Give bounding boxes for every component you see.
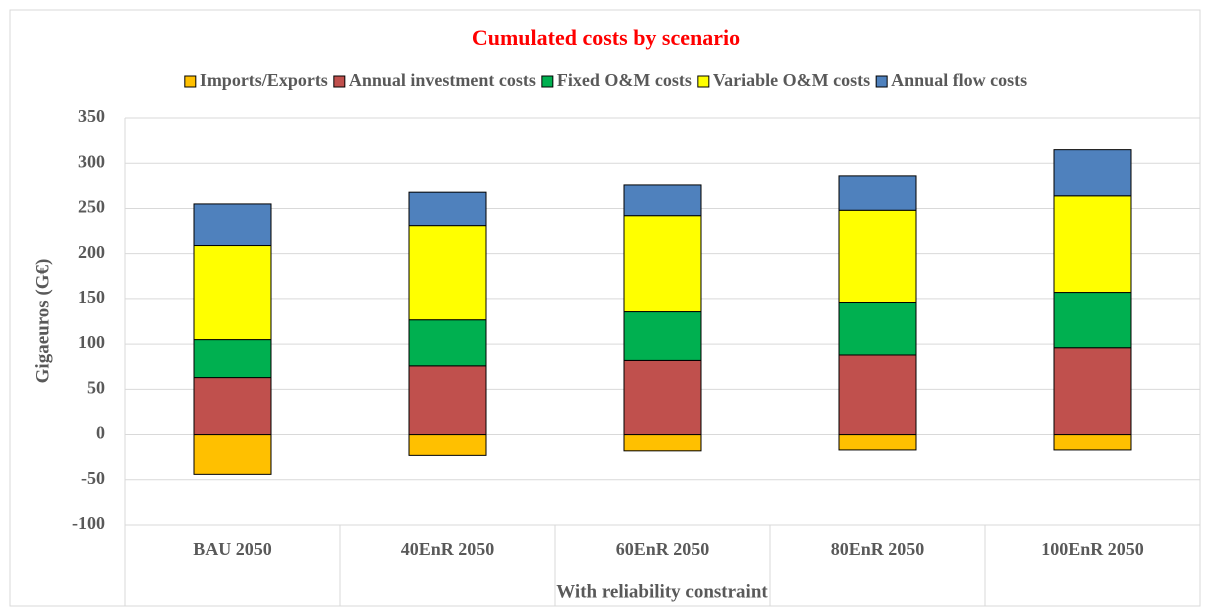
bar-segment [838, 302, 917, 356]
chart-frame [9, 9, 1201, 607]
x-tick-label: 100EnR 2050 [1041, 539, 1144, 559]
bar-segment [838, 434, 917, 451]
bar-segment [623, 359, 702, 436]
bar-segment [1053, 149, 1132, 197]
bar-segment [193, 434, 272, 475]
bar-segment [1053, 434, 1132, 451]
x-tick-label: BAU 2050 [193, 539, 272, 559]
legend-swatch [333, 75, 346, 88]
legend-swatch [875, 75, 888, 88]
y-tick-label: 150 [78, 287, 105, 307]
legend-label: Fixed O&M costs [557, 70, 692, 90]
y-tick-label: 50 [87, 377, 105, 397]
y-tick-label: 250 [78, 197, 105, 217]
legend-item: Variable O&M costs [697, 70, 870, 90]
bar-segment [193, 245, 272, 341]
bar-segment [193, 339, 272, 379]
legend-swatch [541, 75, 554, 88]
y-tick-label: 100 [78, 332, 105, 352]
legend-label: Variable O&M costs [713, 70, 870, 90]
bar-segment [408, 225, 487, 321]
bar-segment [193, 377, 272, 436]
y-tick-label: 350 [78, 106, 105, 126]
bar-segment [408, 191, 487, 227]
bar-segment [193, 203, 272, 247]
legend-item: Annual flow costs [875, 70, 1027, 90]
y-tick-label: -50 [81, 468, 105, 488]
y-tick-label: 0 [96, 423, 105, 443]
bar-segment [623, 215, 702, 313]
legend-label: Imports/Exports [200, 70, 328, 90]
bar-segment [623, 184, 702, 217]
y-tick-label: 200 [78, 242, 105, 262]
legend-item: Fixed O&M costs [541, 70, 692, 90]
bar-segment [623, 311, 702, 361]
x-tick-label: 40EnR 2050 [401, 539, 495, 559]
legend-item: Imports/Exports [184, 70, 328, 90]
bar-segment [1053, 195, 1132, 294]
bar-segment [1053, 347, 1132, 436]
x-tick-label: 80EnR 2050 [831, 539, 925, 559]
legend-label: Annual flow costs [891, 70, 1027, 90]
bar-segment [1053, 292, 1132, 349]
y-axis-title: Gigaeuros (G€) [32, 259, 53, 384]
legend-swatch [184, 75, 197, 88]
x-tick-label: 60EnR 2050 [616, 539, 710, 559]
bar-segment [408, 319, 487, 367]
y-tick-label: -100 [72, 513, 105, 533]
chart-title: Cumulated costs by scenario [472, 25, 740, 50]
y-tick-label: 300 [78, 151, 105, 171]
bar-segment [838, 354, 917, 436]
legend-label: Annual investment costs [349, 70, 536, 90]
bar-segment [623, 434, 702, 452]
bar-segment [408, 365, 487, 436]
bar-segment [838, 175, 917, 211]
legend-item: Annual investment costs [333, 70, 536, 90]
bar-segment [838, 209, 917, 304]
bar-segment [408, 434, 487, 456]
x-axis-title: With reliability constraint [556, 581, 768, 602]
legend-swatch [697, 75, 710, 88]
